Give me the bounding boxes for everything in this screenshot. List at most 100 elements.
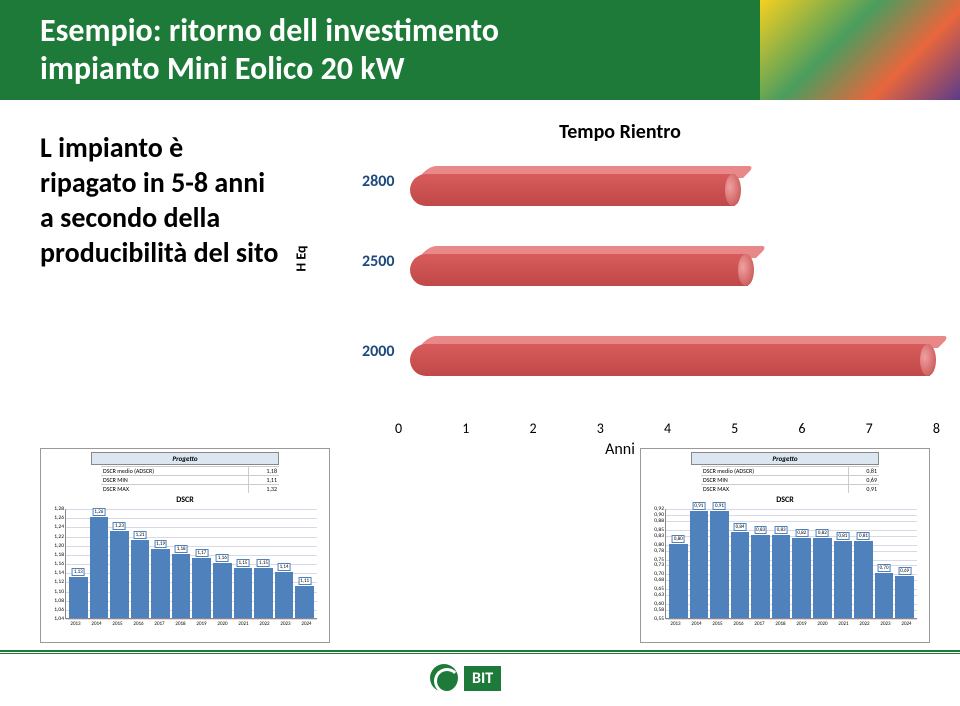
mini-xtick: 2015: [712, 621, 722, 627]
mini-bar-wrap: 0,81: [834, 509, 853, 618]
mini-bar-wrap: 0,82: [792, 509, 811, 618]
mini-bars: 0,800,910,910,840,830,830,820,820,810,81…: [666, 509, 917, 618]
mini-bar: 0,81: [834, 541, 853, 618]
data-label: 1,19: [154, 540, 167, 548]
mini-row-label: DSCR medio (ADSCR): [701, 467, 849, 475]
mini-bar-wrap: 1,13: [69, 509, 88, 618]
data-label: 1,18: [175, 545, 188, 553]
dscr-chart-right: Progetto DSCR medio (ADSCR)0,81DSCR MIN0…: [640, 448, 930, 643]
mini-ytick: 0,78: [646, 548, 664, 554]
mini-bar: 1,16: [213, 563, 232, 618]
mini-xtick: 2023: [880, 621, 890, 627]
mini-row-value: 1,11: [249, 476, 279, 484]
mini-bar-wrap: 1,18: [172, 509, 191, 618]
mini-xtick: 2021: [838, 621, 848, 627]
mini-ytick: 1,06: [46, 607, 64, 613]
mini-xtick: 2022: [259, 621, 269, 627]
xtick: 3: [597, 420, 604, 437]
xtick: 8: [933, 420, 940, 437]
mini-ytick: 1,26: [46, 515, 64, 521]
mini-xtick: 2016: [133, 621, 143, 627]
mini-xtick: 2020: [217, 621, 227, 627]
dscr-chart-left: Progetto DSCR medio (ADSCR)1,18DSCR MIN1…: [40, 448, 330, 643]
xtick: 6: [798, 420, 805, 437]
ytick-2800: 2800: [362, 172, 394, 191]
mini-bar: 1,26: [90, 517, 109, 618]
ytick-2000: 2000: [362, 342, 394, 361]
header-art-icon: [760, 0, 960, 100]
data-label: 0,69: [898, 567, 911, 575]
mini-ytick: 1,04: [46, 616, 64, 622]
mini-ytick: 0,85: [646, 527, 664, 533]
xaxis-ticks: 012345678: [395, 420, 940, 437]
mini-bar-wrap: 0,82: [813, 509, 832, 618]
mini-row: DSCR MAX0,91: [701, 484, 879, 493]
data-label: 1,23: [113, 522, 126, 530]
mini-bar: 0,91: [710, 511, 729, 618]
mini-bar-wrap: 0,69: [895, 509, 914, 618]
mini-left-table: DSCR medio (ADSCR)1,18DSCR MIN1,11DSCR M…: [101, 466, 279, 493]
mini-bar: 1,23: [110, 531, 129, 618]
mini-row-value: 0,81: [849, 467, 879, 475]
xtick: 1: [462, 420, 469, 437]
data-label: 0,91: [713, 502, 726, 510]
mini-xtick: 2017: [754, 621, 764, 627]
mini-ytick: 0,58: [646, 607, 664, 613]
mini-ytick: 0,60: [646, 601, 664, 607]
mini-ytick: 1,12: [46, 579, 64, 585]
header-band: Esempio: ritorno dell investimento impia…: [0, 0, 760, 100]
mini-left-plot: 1,041,061,081,101,121,141,161,181,201,22…: [65, 509, 317, 619]
mini-bar: 1,14: [275, 572, 294, 618]
data-label: 0,84: [734, 523, 747, 531]
mini-bar-wrap: 0,70: [875, 509, 894, 618]
data-label: 1,17: [195, 549, 208, 557]
mini-bar: 0,84: [731, 532, 750, 618]
mini-xtick: 2018: [175, 621, 185, 627]
mini-row: DSCR medio (ADSCR)1,18: [101, 466, 279, 475]
mini-ytick: 0,90: [646, 512, 664, 518]
mini-xtick: 2015: [112, 621, 122, 627]
bar-2500: [410, 246, 748, 286]
data-label: 1,11: [298, 577, 311, 585]
mini-bar-wrap: 1,14: [275, 509, 294, 618]
mini-row-label: DSCR MIN: [101, 476, 249, 484]
mini-ytick: 0,63: [646, 592, 664, 598]
bar-2000: [410, 336, 930, 376]
data-label: 0,81: [836, 532, 849, 540]
mini-row-label: DSCR medio (ADSCR): [101, 467, 249, 475]
mini-ytick: 0,80: [646, 542, 664, 548]
mini-bar-wrap: 1,23: [110, 509, 129, 618]
mini-row-value: 1,18: [249, 467, 279, 475]
mini-row: DSCR MAX1,32: [101, 484, 279, 493]
mini-xtick: 2014: [91, 621, 101, 627]
mini-bar: 1,15: [254, 568, 273, 618]
mini-bar-wrap: 0,83: [751, 509, 770, 618]
mini-bar: 1,18: [172, 554, 191, 618]
mini-xtick: 2024: [901, 621, 911, 627]
mini-left-title: DSCR: [41, 495, 329, 505]
data-label: 0,82: [816, 529, 829, 537]
mini-row-label: DSCR MAX: [101, 485, 249, 493]
mini-ytick: 1,28: [46, 506, 64, 512]
mini-ytick: 1,22: [46, 534, 64, 540]
mini-bar-wrap: 0,81: [854, 509, 873, 618]
mini-xtick: 2016: [733, 621, 743, 627]
mini-left-xticks: 2013201420152016201720182019202020212022…: [65, 621, 317, 627]
mini-right-table: DSCR medio (ADSCR)0,81DSCR MIN0,69DSCR M…: [701, 466, 879, 493]
bar-2800: [410, 166, 735, 206]
mini-bar-wrap: 1,17: [192, 509, 211, 618]
gridline: [66, 619, 317, 620]
ytick-2500: 2500: [362, 252, 394, 271]
mini-bar: 0,69: [895, 576, 914, 618]
data-label: 1,15: [257, 559, 270, 567]
mini-bars: 1,131,261,231,211,191,181,171,161,151,15…: [66, 509, 317, 618]
side-description: L impianto è ripagato in 5-8 anni a seco…: [40, 130, 285, 270]
mini-ytick: 0,75: [646, 557, 664, 563]
mini-row-label: DSCR MIN: [701, 476, 849, 484]
footer-logo: BIT: [430, 660, 530, 696]
mini-bar-wrap: 0,91: [710, 509, 729, 618]
data-label: 0,70: [878, 564, 891, 572]
mini-ytick: 0,70: [646, 571, 664, 577]
tempo-rientro-chart: Tempo Rientro H Eq 2800 2500 2000: [300, 120, 940, 400]
title-line1: Esempio: ritorno dell investimento: [40, 12, 499, 50]
